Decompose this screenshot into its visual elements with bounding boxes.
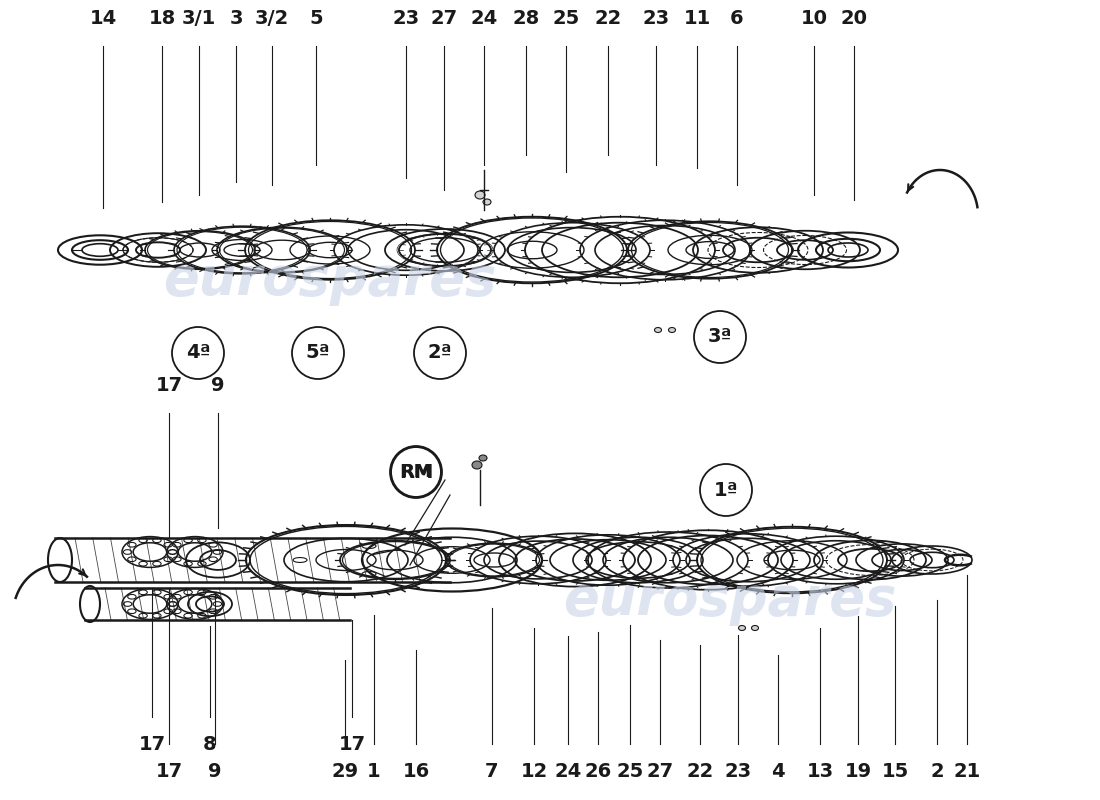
Text: 3/2: 3/2 [255,9,289,28]
Ellipse shape [751,626,759,630]
Text: 25: 25 [552,9,580,28]
Text: 27: 27 [430,9,458,28]
Text: 5ª: 5ª [306,343,330,362]
Text: 21: 21 [954,762,980,781]
Text: 23: 23 [642,9,670,28]
Text: 19: 19 [845,762,871,781]
Text: 9: 9 [208,762,222,781]
Text: 17: 17 [155,762,183,781]
Text: 25: 25 [616,762,644,781]
Text: 5: 5 [309,9,322,28]
Text: 4ª: 4ª [186,343,210,362]
Text: 4: 4 [771,762,784,781]
Text: 1ª: 1ª [714,481,738,499]
Text: 15: 15 [881,762,909,781]
Text: 16: 16 [403,762,430,781]
Text: 18: 18 [148,9,176,28]
Text: 24: 24 [554,762,582,781]
Text: 6: 6 [730,9,744,28]
Ellipse shape [669,327,675,333]
Text: 14: 14 [89,9,117,28]
Text: 2ª: 2ª [428,343,452,362]
Text: 20: 20 [840,9,868,28]
Text: 1: 1 [367,762,381,781]
Ellipse shape [475,191,485,199]
Text: 28: 28 [513,9,540,28]
Text: eurospares: eurospares [163,254,497,306]
Text: 24: 24 [471,9,497,28]
Text: 17: 17 [155,376,183,395]
Ellipse shape [472,461,482,469]
Ellipse shape [738,626,746,630]
Text: 12: 12 [520,762,548,781]
Text: 13: 13 [806,762,834,781]
Text: 10: 10 [801,9,827,28]
Text: 17: 17 [139,735,166,754]
Text: 29: 29 [331,762,359,781]
Text: 22: 22 [686,762,714,781]
Text: 3/1: 3/1 [182,9,216,28]
Text: 9: 9 [211,376,224,395]
Text: 17: 17 [339,735,365,754]
Text: 2: 2 [931,762,944,781]
Text: 11: 11 [683,9,711,28]
Ellipse shape [483,199,491,205]
Text: 8: 8 [204,735,217,754]
Text: 3ª: 3ª [707,327,733,346]
Text: 23: 23 [393,9,419,28]
Ellipse shape [654,327,661,333]
Text: 26: 26 [584,762,612,781]
Text: 22: 22 [594,9,621,28]
Text: RM: RM [400,463,432,481]
Text: 27: 27 [647,762,673,781]
Text: 23: 23 [725,762,751,781]
Text: 7: 7 [485,762,498,781]
Text: RM: RM [399,462,433,482]
Ellipse shape [478,455,487,461]
Text: 3: 3 [229,9,243,28]
Text: eurospares: eurospares [563,574,896,626]
